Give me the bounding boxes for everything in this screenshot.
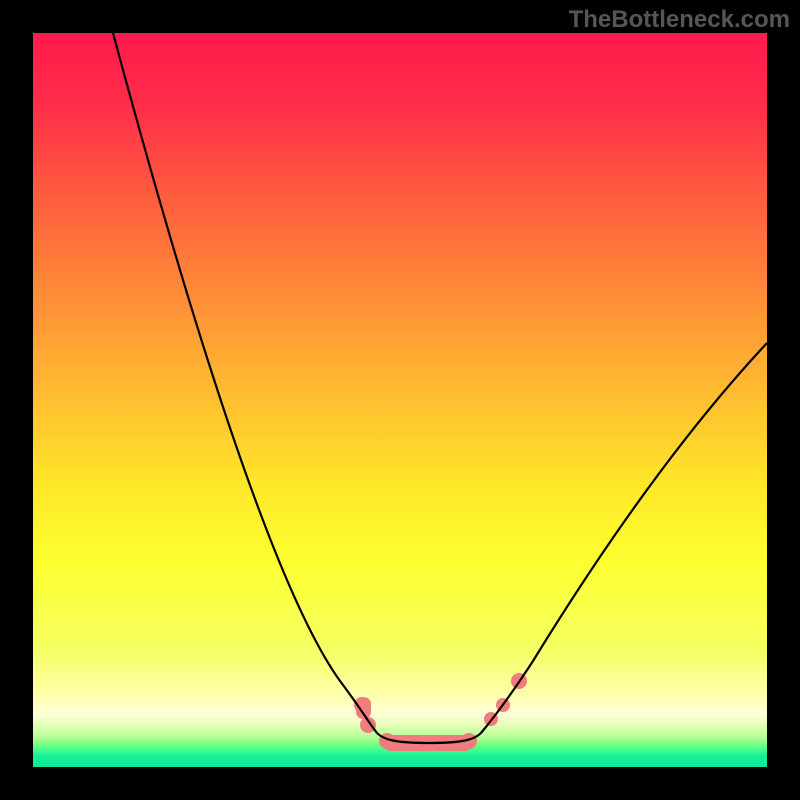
plot-area bbox=[33, 33, 767, 767]
watermark-text: TheBottleneck.com bbox=[569, 6, 790, 34]
curve-overlay bbox=[33, 33, 767, 767]
curve-left bbox=[113, 33, 377, 733]
chart-canvas: TheBottleneck.com bbox=[0, 0, 800, 800]
curve-right bbox=[481, 343, 767, 733]
marker-group bbox=[354, 673, 527, 751]
